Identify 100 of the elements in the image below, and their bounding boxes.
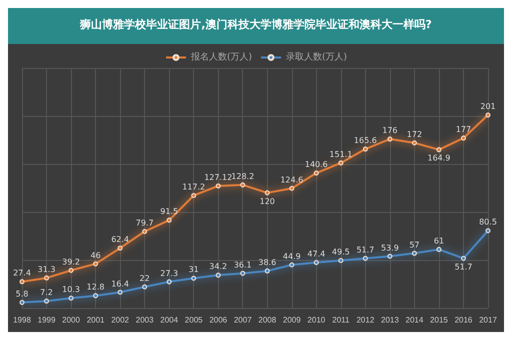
point	[436, 147, 442, 152]
point	[20, 300, 24, 305]
point	[436, 246, 442, 252]
data-label: 57	[409, 240, 420, 250]
legend-label: 录取人数(万人)	[286, 52, 348, 62]
point	[191, 192, 196, 198]
data-label: 172	[406, 130, 422, 139]
data-label: 31	[188, 265, 199, 274]
point	[191, 276, 196, 281]
point	[289, 186, 294, 191]
x-tick-label: 1999	[38, 316, 56, 324]
data-label: 91.5	[160, 207, 178, 216]
legend-label: 报名人数(万人)	[190, 52, 252, 62]
point	[93, 261, 98, 266]
data-label: 39.2	[62, 257, 80, 266]
point	[44, 275, 50, 280]
data-label: 128.2	[231, 172, 254, 181]
data-label: 201	[480, 102, 496, 112]
point	[362, 256, 368, 261]
data-label: 22	[140, 274, 150, 283]
data-label: 80.5	[479, 218, 497, 227]
data-label: 47.4	[307, 249, 326, 258]
data-label: 79.7	[136, 218, 154, 228]
data-label: 16.4	[111, 279, 130, 288]
point	[93, 293, 98, 298]
x-tick-label: 2009	[282, 316, 302, 324]
data-label: 151.1	[329, 150, 352, 159]
point	[118, 246, 123, 251]
point	[264, 190, 270, 196]
x-tick-label: 2007	[234, 316, 252, 324]
data-label: 53.9	[380, 243, 399, 252]
x-tick-label: 2004	[160, 316, 179, 324]
point	[240, 270, 246, 276]
point	[142, 228, 148, 234]
point	[166, 218, 172, 223]
x-tick-label: 2008	[258, 316, 277, 324]
point	[314, 170, 319, 176]
x-tick-label: 2006	[209, 316, 228, 324]
x-tick-label: 2016	[454, 316, 473, 324]
x-tick-label: 2015	[430, 316, 448, 324]
x-tick-label: 2000	[62, 316, 80, 324]
data-label: 46	[90, 250, 101, 260]
data-label: 36.1	[234, 260, 252, 270]
point	[240, 182, 246, 188]
point	[387, 254, 392, 259]
data-label: 61	[434, 236, 444, 246]
x-tick-label: 2001	[86, 316, 106, 324]
x-tick-label: 2012	[356, 316, 375, 324]
point	[118, 290, 123, 295]
point	[166, 279, 172, 284]
point	[142, 284, 148, 290]
point	[486, 112, 490, 118]
data-label: 62.4	[111, 235, 130, 244]
data-label: 176	[382, 126, 398, 136]
data-label: 177	[456, 125, 472, 134]
point	[412, 140, 417, 146]
point	[264, 268, 270, 274]
point	[44, 298, 50, 304]
point	[338, 160, 344, 166]
point	[338, 258, 344, 263]
data-label: 27.3	[160, 268, 178, 278]
x-tick-label: 2014	[406, 316, 424, 324]
data-label: 164.9	[427, 154, 450, 163]
point	[20, 279, 24, 284]
data-label: 44.9	[282, 252, 301, 261]
point	[387, 136, 392, 142]
data-label: 38.6	[258, 258, 276, 267]
data-label: 165.6	[354, 136, 377, 146]
point	[289, 262, 294, 268]
data-label: 49.5	[332, 247, 350, 256]
point	[486, 228, 490, 234]
x-tick-label: 2002	[111, 316, 130, 324]
point	[216, 183, 221, 188]
point	[362, 146, 368, 152]
data-label: 31.3	[38, 264, 56, 274]
x-tick-label: 2010	[307, 316, 326, 324]
point	[68, 268, 74, 273]
data-label: 51.7	[454, 262, 472, 272]
data-label: 51.7	[356, 245, 374, 254]
x-tick-label: 2013	[380, 316, 400, 324]
x-tick-label: 2003	[136, 316, 154, 324]
point	[216, 272, 221, 278]
chart-title: 狮山博雅学校毕业证图片,澳门科技大学博雅学院毕业证和澳科大一样吗?	[79, 18, 432, 31]
data-label: 27.4	[13, 268, 31, 278]
data-label: 140.6	[304, 160, 328, 170]
point	[460, 136, 466, 141]
x-tick-label: 1998	[13, 316, 32, 324]
data-label: 10.3	[62, 285, 80, 294]
x-tick-label: 2005	[184, 316, 204, 324]
point	[460, 256, 466, 261]
data-label: 120	[260, 196, 275, 206]
data-label: 124.6	[280, 175, 304, 184]
data-label: 34.2	[209, 262, 228, 272]
point	[68, 296, 74, 301]
x-tick-label: 2011	[332, 316, 350, 324]
data-label: 7.2	[40, 288, 53, 298]
point	[412, 250, 417, 256]
data-label: 117.2	[182, 182, 206, 192]
data-label: 5.8	[16, 289, 28, 298]
data-label: 12.8	[86, 282, 104, 292]
